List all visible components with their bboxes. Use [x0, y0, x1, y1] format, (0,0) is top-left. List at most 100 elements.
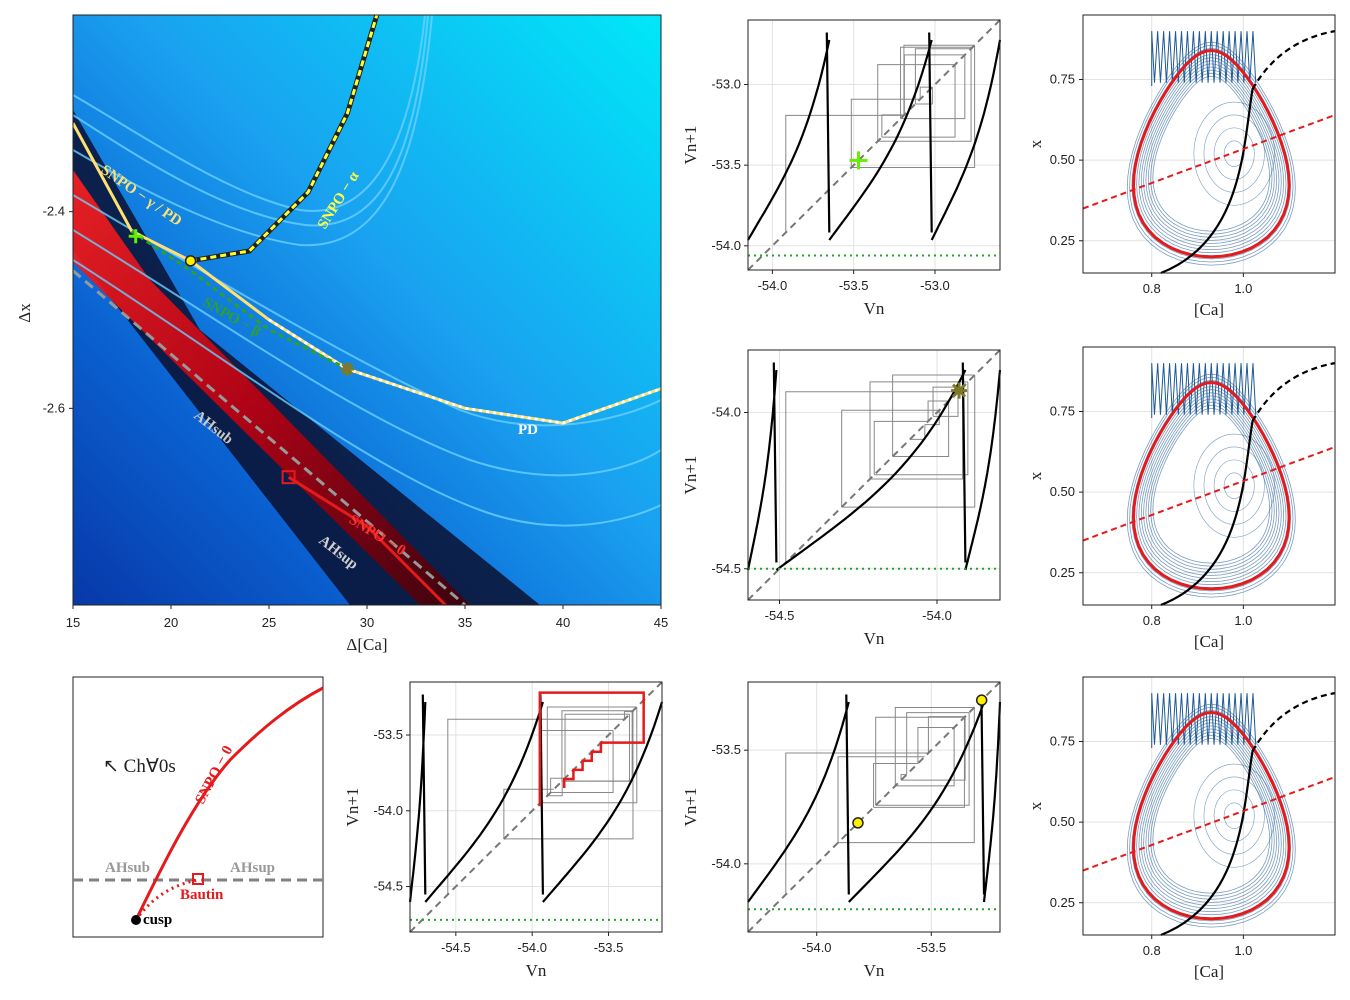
y-axis-label: x	[1026, 801, 1045, 810]
y-axis-label: x	[1026, 471, 1045, 480]
nullcline-solid	[1160, 750, 1254, 937]
map-curve	[747, 32, 1002, 241]
spiral-trace	[1203, 114, 1265, 193]
map1-panel: -54.0 -53.5 -53.0 -53.0 -53.5 -54.0 Vn Vn+1	[681, 19, 1002, 318]
y-axis-label: Vn+1	[681, 456, 700, 495]
x-tick-label: -53.5	[916, 940, 946, 955]
orbit-trace	[1147, 401, 1275, 570]
orbit-trace	[1138, 389, 1285, 583]
x-axis-label: Vn	[864, 629, 885, 648]
bifurcation-curves	[71, 14, 662, 607]
y-axis-label: x	[1026, 139, 1045, 148]
orbit-trace	[1136, 386, 1287, 586]
x-tick-label: -53.5	[594, 940, 624, 955]
x-tick-label: 0.8	[1143, 281, 1161, 296]
x-tick-label: -54.5	[765, 608, 795, 623]
cobweb	[785, 374, 976, 563]
spiral-trace	[1223, 472, 1245, 499]
y-tick-label: 0.25	[1050, 565, 1075, 580]
yellow-circle-marker	[184, 255, 197, 267]
y-tick-label: -54.0	[711, 405, 741, 420]
orbit-trace	[1129, 44, 1294, 263]
panel-frame	[409, 681, 663, 933]
spiral-trace	[1193, 101, 1275, 206]
main-x-tick-label: 45	[654, 615, 668, 630]
orbit-trace	[1138, 719, 1285, 913]
spiral-trace	[1203, 446, 1265, 525]
y-tick-label: -54.5	[711, 561, 741, 576]
y-axis-label: Vn+1	[681, 126, 700, 165]
spiral-trace	[1223, 802, 1245, 829]
green-cross-marker	[849, 151, 868, 170]
y-axis-label: Vn+1	[681, 788, 700, 827]
main-x-tick-label: 30	[360, 615, 374, 630]
y-tick-label: 0.50	[1050, 152, 1075, 167]
red-orbit	[1131, 48, 1291, 259]
sn-zero-curve	[134, 686, 324, 921]
cusp-ah-sub-label: AHsub	[105, 860, 150, 876]
main-ylabel: Δx	[15, 303, 34, 323]
nullcline-solid	[1160, 420, 1254, 607]
orbit-trace	[1126, 41, 1296, 266]
bautin-marker	[192, 873, 204, 885]
chaotic-band	[73, 110, 540, 605]
green-cross-marker	[128, 229, 143, 244]
star-marker	[340, 362, 355, 376]
panel-frame	[747, 19, 1001, 271]
map2-panel: -54.5 -54.0 -54.0 -54.5 Vn Vn+1	[681, 349, 1002, 648]
panel-frame	[747, 349, 1001, 601]
bautin-label: Bautin	[180, 887, 224, 903]
y-tick-label: -54.0	[373, 803, 403, 818]
y-tick-label: -54.0	[711, 856, 741, 871]
orbit-trace	[1147, 731, 1275, 900]
y-tick-label: -54.5	[373, 879, 403, 894]
x-tick-label: -53.0	[920, 278, 950, 293]
bautin-dotted-curve	[134, 878, 199, 921]
x-axis-label: Vn	[526, 961, 547, 980]
cusp-ah-sup-label: AHsup	[230, 860, 275, 876]
spiral-trace	[1213, 459, 1255, 512]
nullcline-dashed	[1251, 362, 1336, 422]
panel-frame	[1082, 346, 1336, 606]
orbit-trace	[1136, 716, 1287, 916]
cobweb	[785, 44, 976, 233]
red-orbit	[1131, 380, 1291, 591]
spike-traces	[1151, 363, 1257, 418]
return-map-panels: -54.0 -53.5 -53.0 -53.0 -53.5 -54.0 Vn Vn+1 -54.…	[343, 19, 1002, 980]
x-tick-label: 0.8	[1143, 613, 1161, 628]
cusp-sn-zero-label: SNPO − 0	[192, 743, 236, 807]
spiral-trace	[1193, 433, 1275, 538]
map-curve	[408, 694, 664, 903]
red-dashed-line	[1082, 776, 1336, 872]
map-curve	[747, 694, 1002, 903]
y-tick-label: -53.5	[373, 727, 403, 742]
main-y-tick-label: -2.4	[43, 204, 65, 219]
spiral-trace	[1223, 140, 1245, 167]
y-tick-label: 0.75	[1050, 734, 1075, 749]
map3-panel: -54.5 -54.0 -53.5 -53.5 -54.0 -54.5 Vn Vn+1	[343, 681, 664, 980]
x-tick-label: -54.0	[758, 278, 788, 293]
fringe-curves	[73, 15, 661, 527]
map-curve	[746, 362, 1002, 571]
y-tick-label: -53.0	[711, 77, 741, 92]
orbit-trace	[1129, 376, 1294, 595]
panel-frame	[1082, 14, 1336, 274]
yellow-circle-marker	[975, 694, 988, 706]
orbit-trace	[1140, 392, 1282, 580]
map4-panel: -54.0 -53.5 -53.5 -54.0 Vn Vn+1	[681, 681, 1002, 980]
orbit-trace	[1136, 54, 1287, 254]
x-tick-label: -54.5	[441, 940, 471, 955]
phase3-panel: 0.8 1.0 0.75 0.50 0.25 [Ca] x	[1026, 676, 1336, 981]
chaos-label: ↖ Ch∀0s	[103, 756, 176, 777]
orbit-trace	[1126, 703, 1296, 928]
ah-curve	[72, 269, 466, 607]
x-tick-label: 1.0	[1234, 943, 1252, 958]
x-axis-label: [Ca]	[1194, 300, 1224, 319]
nullcline-solid	[1160, 88, 1254, 275]
x-tick-label: 1.0	[1234, 613, 1252, 628]
main-y-ticks: -2.4 -2.6	[43, 204, 73, 415]
cusp-diagram-panel: ↖ Ch∀0s SNPO − 0 AHsub AHsup Bautin cusp	[72, 676, 324, 938]
y-tick-label: -53.5	[711, 742, 741, 757]
x-axis-label: [Ca]	[1194, 632, 1224, 651]
main-x-tick-label: 40	[556, 615, 570, 630]
